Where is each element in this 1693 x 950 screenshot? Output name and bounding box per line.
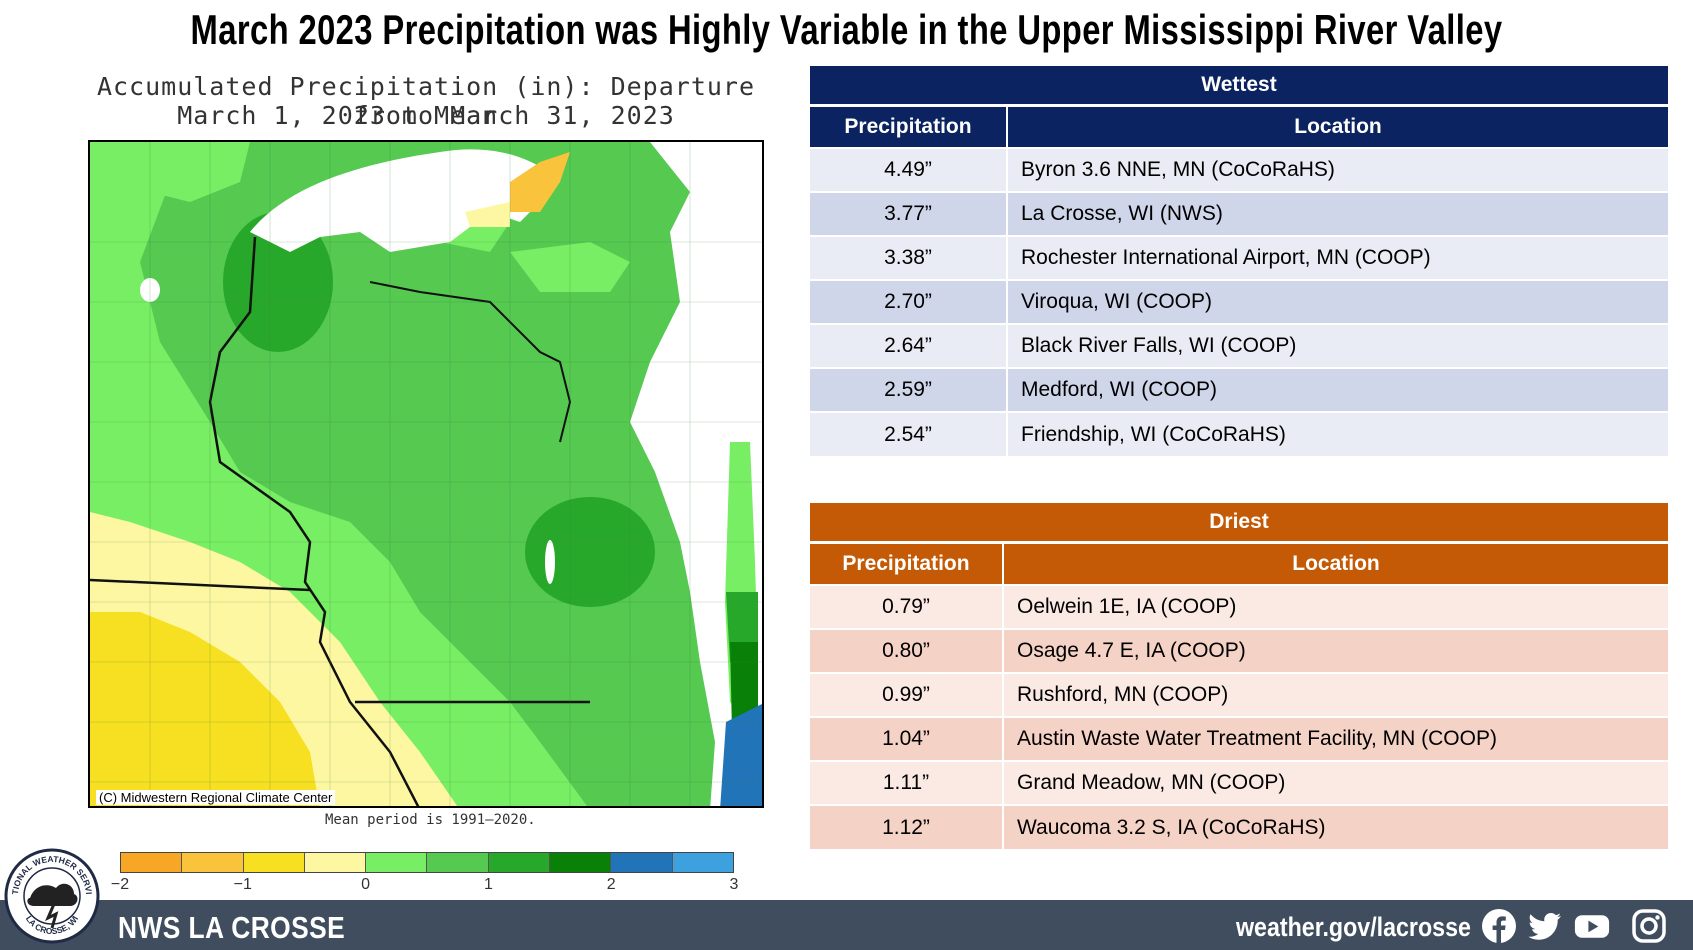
legend-swatch [611, 853, 673, 872]
location-value: Oelwein 1E, IA (COOP) [1003, 584, 1668, 629]
facebook-icon[interactable] [1481, 908, 1517, 944]
color-legend [120, 852, 734, 873]
legend-swatch [243, 853, 305, 872]
table-row: 3.77” La Crosse, WI (NWS) [810, 191, 1668, 236]
map-graphic [90, 142, 762, 806]
table-row: 2.54” Friendship, WI (CoCoRaHS) [810, 411, 1668, 456]
legend-swatch [550, 853, 612, 872]
map-credit: (C) Midwestern Regional Climate Center [96, 790, 336, 805]
wettest-col-precipitation: Precipitation [810, 104, 1008, 148]
precipitation-value: 1.11” [810, 760, 1004, 805]
footer-website-link[interactable]: weather.gov/lacrosse [1236, 912, 1471, 942]
precipitation-value: 0.79” [810, 584, 1004, 629]
driest-col-precipitation: Precipitation [810, 541, 1004, 585]
precipitation-value: 0.99” [810, 672, 1004, 717]
location-value: Rochester International Airport, MN (COO… [1007, 235, 1668, 280]
legend-swatch [304, 853, 367, 872]
wettest-col-location: Location [1007, 104, 1668, 148]
footer-office-name: NWS LA CROSSE [118, 910, 346, 945]
driest-table: Driest Precipitation Location 0.79” Oelwe… [810, 503, 1668, 849]
legend-swatch [366, 853, 428, 872]
footer-bar [0, 900, 1693, 950]
precipitation-value: 2.70” [810, 279, 1008, 324]
precipitation-value: 4.49” [810, 147, 1008, 192]
page-title: March 2023 Precipitation was Highly Vari… [190, 6, 1503, 53]
precipitation-map [88, 140, 764, 808]
table-row: 4.49” Byron 3.6 NNE, MN (CoCoRaHS) [810, 147, 1668, 192]
precipitation-value: 0.80” [810, 628, 1004, 673]
table-row: 2.59” Medford, WI (COOP) [810, 367, 1668, 412]
location-value: La Crosse, WI (NWS) [1007, 191, 1668, 236]
table-row: 1.12” Waucoma 3.2 S, IA (CoCoRaHS) [810, 804, 1668, 849]
wettest-table: Wettest Precipitation Location 4.49” Byro… [810, 66, 1668, 456]
precipitation-value: 2.54” [810, 411, 1008, 456]
precipitation-value: 2.59” [810, 367, 1008, 412]
table-row: 2.64” Black River Falls, WI (COOP) [810, 323, 1668, 368]
location-value: Medford, WI (COOP) [1007, 367, 1668, 412]
location-value: Viroqua, WI (COOP) [1007, 279, 1668, 324]
precipitation-value: 3.77” [810, 191, 1008, 236]
legend-tick-label: 3 [729, 876, 739, 893]
table-row: 1.04” Austin Waste Water Treatment Facili… [810, 716, 1668, 761]
location-value: Austin Waste Water Treatment Facility, M… [1003, 716, 1668, 761]
table-row: 3.38” Rochester International Airport, MN… [810, 235, 1668, 280]
location-value: Waucoma 3.2 S, IA (CoCoRaHS) [1003, 804, 1668, 849]
legend-swatch [121, 853, 183, 872]
precipitation-value: 2.64” [810, 323, 1008, 368]
table-row: 0.80” Osage 4.7 E, IA (COOP) [810, 628, 1668, 673]
twitter-icon[interactable] [1527, 908, 1563, 944]
legend-tick-label: 2 [606, 876, 616, 893]
table-row: 2.70” Viroqua, WI (COOP) [810, 279, 1668, 324]
table-row: 1.11” Grand Meadow, MN (COOP) [810, 760, 1668, 805]
location-value: Grand Meadow, MN (COOP) [1003, 760, 1668, 805]
table-row: 0.99” Rushford, MN (COOP) [810, 672, 1668, 717]
legend-swatch [427, 853, 489, 872]
location-value: Osage 4.7 E, IA (COOP) [1003, 628, 1668, 673]
legend-tick-label: −1 [233, 876, 252, 893]
youtube-icon[interactable] [1574, 908, 1610, 944]
location-value: Friendship, WI (CoCoRaHS) [1007, 411, 1668, 456]
driest-col-location: Location [1003, 541, 1668, 585]
table-row: 0.79” Oelwein 1E, IA (COOP) [810, 584, 1668, 629]
precipitation-value: 1.04” [810, 716, 1004, 761]
map-title-line1: Accumulated Precipitation (in): Departur… [96, 72, 756, 130]
wettest-title: Wettest [810, 66, 1668, 106]
map-title-line2: March 1, 2023 to March 31, 2023 [177, 101, 675, 130]
legend-tick-label: 0 [361, 876, 371, 893]
legend-swatch [182, 853, 244, 872]
legend-tick-label: −2 [110, 876, 130, 893]
precipitation-value: 3.38” [810, 235, 1008, 280]
mean-period-note: Mean period is 1991–2020. [325, 812, 536, 828]
instagram-icon[interactable] [1631, 908, 1667, 944]
nws-logo: NATIONAL WEATHER SERVICE LA CROSSE, WI [4, 848, 100, 944]
location-value: Rushford, MN (COOP) [1003, 672, 1668, 717]
location-value: Black River Falls, WI (COOP) [1007, 323, 1668, 368]
legend-tick-label: 1 [483, 876, 493, 893]
legend-swatch [672, 853, 733, 872]
location-value: Byron 3.6 NNE, MN (CoCoRaHS) [1007, 147, 1668, 192]
precipitation-value: 1.12” [810, 804, 1004, 849]
driest-title: Driest [810, 503, 1668, 543]
legend-swatch [488, 853, 551, 872]
